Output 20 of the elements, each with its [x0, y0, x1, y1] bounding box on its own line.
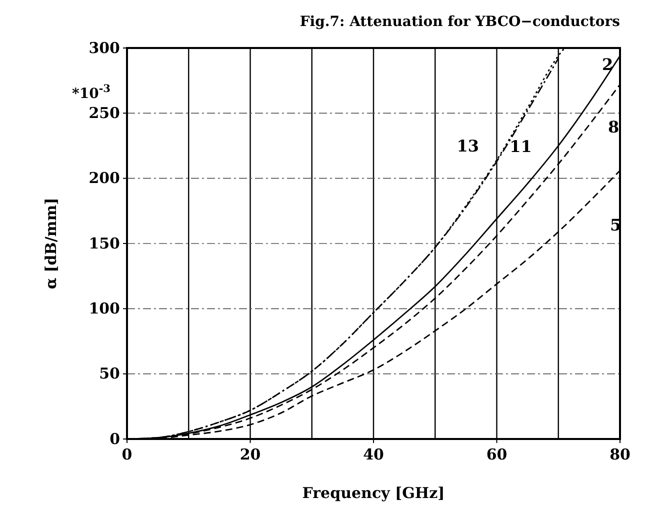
series-label: 8 [608, 117, 620, 136]
y-tick-label: 200 [88, 169, 120, 188]
y-tick-label: 300 [88, 38, 120, 57]
series-label: 11 [510, 136, 532, 156]
y-tick-label: 150 [88, 234, 120, 252]
y-tick-label: 100 [88, 299, 120, 318]
text: *10$^{-3}$ [72, 83, 110, 102]
chart-title: Fig.7: Attenuation for YBCO−conductors [300, 14, 620, 30]
x-tick-label: 40 [363, 446, 384, 464]
x-axis-title: Frequency [GHz] [302, 484, 445, 502]
y-axis-title: α [dB/mm] [42, 198, 60, 290]
x-tick-label: 20 [240, 446, 261, 464]
series-label: 13 [456, 136, 480, 156]
y-tick-label: 50 [99, 364, 120, 383]
x-tick-label: 80 [610, 446, 630, 464]
y-tick-label: 0 [110, 430, 120, 448]
x-tick-label: 0 [122, 446, 132, 464]
y-tick-label: 250 [88, 104, 120, 122]
series-label: 2 [602, 54, 614, 74]
x-tick-label: 60 [486, 446, 508, 464]
